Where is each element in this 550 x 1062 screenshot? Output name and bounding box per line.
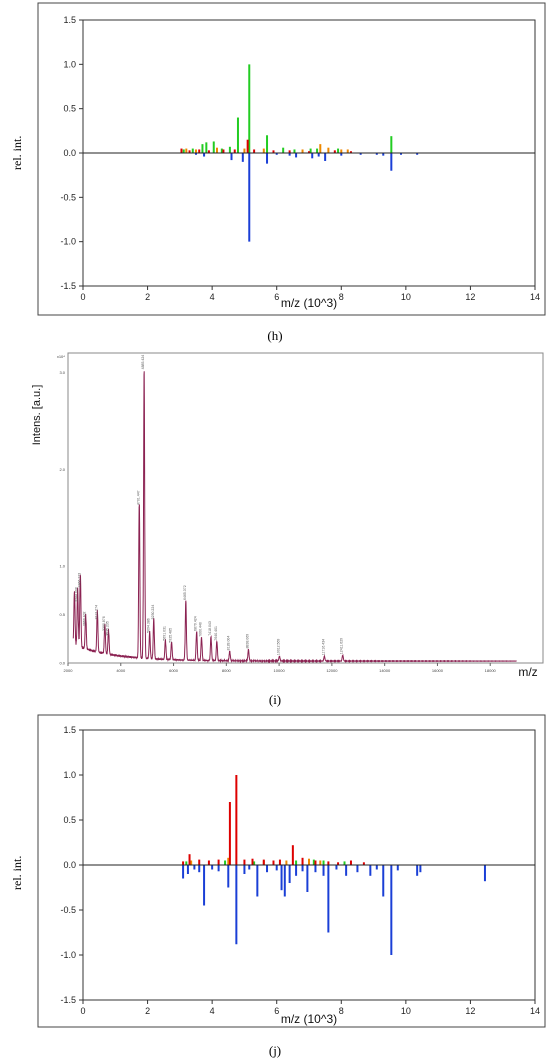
x-tick-label: 6000: [169, 668, 179, 673]
peak-label: 5250.224: [151, 605, 155, 620]
x-axis-label: m/z: [518, 665, 537, 679]
y-tick-label: -1.5: [60, 995, 76, 1005]
x-tick-label: 16000: [432, 668, 444, 673]
peak-label: 7418.043: [208, 621, 212, 636]
x-tick-label: 12000: [326, 668, 338, 673]
y-tick-label: -1.0: [60, 950, 76, 960]
y-tick-label: 0.5: [59, 612, 65, 617]
peak-label: 12411.629: [340, 638, 344, 654]
panel-i: 2000 4000 6000 8000 10000 12000 14000 16000 1800…: [0, 345, 550, 707]
x-tick-label: 2: [145, 1006, 150, 1016]
y-tick-label: 0.0: [59, 661, 65, 666]
peak-label: 5691.031: [162, 626, 166, 641]
x-tick-label: 6: [274, 292, 279, 302]
y-tick-label: 1.0: [63, 770, 76, 780]
x-axis-label: m/z (10^3): [281, 1012, 337, 1026]
y-axis-label: Intens. [a.u.]: [31, 385, 43, 446]
x-tick-label: 18000: [485, 668, 497, 673]
x-tick-label: 2: [145, 292, 150, 302]
peak-label: 3112.274: [94, 605, 98, 619]
y-tick-label: -0.5: [60, 192, 76, 202]
panel-h-caption: (h): [267, 328, 283, 343]
x-tick-label: 0: [80, 292, 85, 302]
y-tick-label: 0.5: [63, 815, 76, 825]
peak-label: 3535.235: [106, 621, 110, 636]
panel-j-chart: 0 2 4 6 8 10 12 14 1.5 1.0 0.5 0.0 -0.5 -1.0 -1.5 m/z (…: [37, 714, 546, 1028]
y-scale-label: x10⁴: [57, 354, 65, 359]
panel-h-ylabel: rel. int.: [10, 135, 24, 170]
x-tick-label: 8: [339, 292, 344, 302]
peak-label: 4701.447: [136, 490, 140, 505]
panel-h: rel. int. 0 2 4 6 8 10 12 14 1.5 1.0 0.5 0.0 -0.5 -1.…: [0, 0, 550, 343]
peak-label: 5094.386: [147, 618, 151, 633]
y-tick-label: -0.5: [60, 905, 76, 915]
panel-i-caption: (i): [268, 692, 282, 707]
y-tick-label: 3.0: [59, 370, 65, 375]
panel-h-chart: 0 2 4 6 8 10 12 14 1.5 1.0 0.5 0.0 -0.5 -1.0 -1.5 m/z (…: [37, 2, 546, 316]
spectrum-trace: [72, 371, 517, 664]
x-tick-label: 4000: [116, 668, 126, 673]
peak-label: 4885.424: [141, 355, 145, 370]
x-tick-label: 10000: [274, 668, 286, 673]
x-tick-label: 2000: [64, 668, 74, 673]
x-tick-label: 12: [465, 1006, 475, 1016]
plot-area: [67, 352, 544, 664]
y-tick-label: 1.0: [59, 564, 65, 569]
x-tick-label: 12: [465, 292, 475, 302]
panel-j: rel. int. 0 2 4 6 8 10 12 14 1.5 1.0 0.5 0.0 -0.5 -1.…: [0, 705, 550, 1058]
x-tick-label: 8: [339, 1006, 344, 1016]
y-tick-label: 1.5: [63, 725, 76, 735]
x-tick-label: 4: [210, 292, 215, 302]
x-tick-label: 14: [530, 292, 540, 302]
y-tick-label: 0.0: [63, 148, 76, 158]
panel-j-caption: (j): [268, 1043, 282, 1058]
y-tick-label: 1.0: [63, 59, 76, 69]
x-tick-label: 8000: [222, 668, 232, 673]
panel-j-ylabel: rel. int.: [10, 855, 24, 890]
peak-label: 7060.440: [199, 622, 203, 637]
x-tick-label: 6: [274, 1006, 279, 1016]
peak-label: 3380.876: [102, 616, 106, 631]
panel-i-chart: 2000 4000 6000 8000 10000 12000 14000 16000 1800…: [31, 352, 544, 679]
y-tick-label: -1.0: [60, 237, 76, 247]
peak-label: 7640.401: [214, 626, 218, 641]
x-tick-label: 14000: [379, 668, 391, 673]
peak-label: 8838.069: [245, 634, 249, 649]
peak-label: 8128.004: [227, 636, 231, 651]
x-tick-label: 10: [401, 292, 411, 302]
peak-label: 2244.008: [75, 587, 79, 602]
y-tick-label: 0.5: [63, 104, 76, 114]
peak-label: 6465.372: [183, 585, 187, 600]
peak-label: 11716.434: [321, 639, 325, 655]
peak-label: 6879.424: [194, 616, 198, 631]
x-tick-label: 4: [210, 1006, 215, 1016]
x-axis-label: m/z (10^3): [281, 296, 337, 310]
peak-label: 2669.402: [83, 611, 87, 626]
x-tick-label: 10: [401, 1006, 411, 1016]
x-tick-label: 14: [530, 1006, 540, 1016]
y-tick-label: 0.0: [63, 860, 76, 870]
peak-label: 10012.569: [276, 639, 280, 656]
y-tick-label: -1.5: [60, 281, 76, 291]
peak-label: 5925.485: [169, 628, 173, 643]
y-tick-label: 2.0: [59, 467, 65, 472]
x-tick-label: 0: [80, 1006, 85, 1016]
peak-label: 2466.773: [77, 573, 81, 588]
y-tick-label: 1.5: [63, 15, 76, 25]
